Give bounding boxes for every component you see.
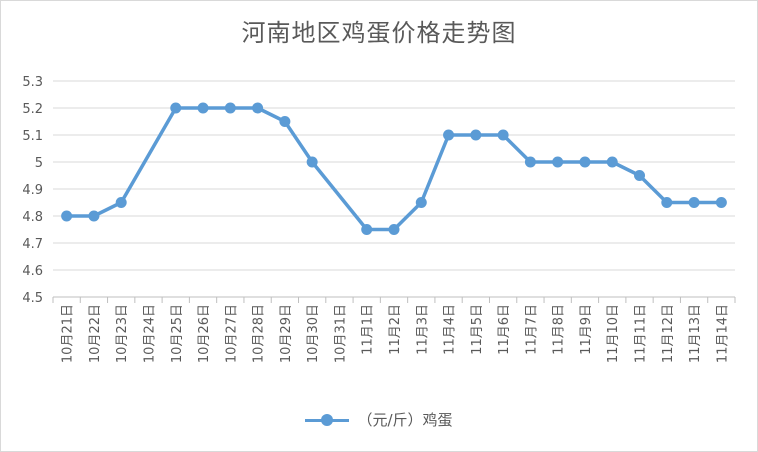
x-tick-label: 11月8日 <box>552 304 567 355</box>
data-point <box>252 102 264 114</box>
y-tick-label: 5.1 <box>22 129 43 144</box>
x-tick-label: 11月1日 <box>361 304 376 355</box>
data-point <box>115 197 127 208</box>
data-point <box>443 129 455 141</box>
data-point <box>524 156 536 168</box>
series-layer <box>61 102 727 235</box>
y-tick-label: 4.8 <box>22 210 43 225</box>
x-tick-label: 11月11日 <box>634 304 649 363</box>
legend-swatch <box>305 412 350 428</box>
data-point <box>388 224 400 235</box>
y-tick-label: 4.9 <box>22 183 43 198</box>
x-tick-label: 11月4日 <box>443 304 458 355</box>
y-tick-label: 5.3 <box>22 75 43 90</box>
x-tick-label: 11月7日 <box>524 304 539 355</box>
data-point <box>470 129 482 141</box>
line-chart: 4.54.64.74.84.955.15.25.3 10月21日 10月22日 10… <box>22 75 736 363</box>
data-point <box>579 156 591 168</box>
data-point <box>361 224 373 235</box>
x-tick-label: 10月22日 <box>88 304 103 363</box>
chart-title: 河南地区鸡蛋价格走势图 <box>241 19 517 47</box>
legend-label: （元/斤）鸡蛋 <box>357 411 453 429</box>
data-point <box>715 197 727 208</box>
x-tick-label: 11月3日 <box>415 304 430 355</box>
data-point <box>606 156 618 168</box>
data-point <box>552 156 564 168</box>
data-point <box>634 170 646 181</box>
data-point <box>688 197 700 208</box>
x-tick-label: 11月2日 <box>388 304 403 355</box>
data-point <box>88 210 100 222</box>
data-point <box>279 116 291 127</box>
y-tick-label: 4.5 <box>22 291 43 306</box>
data-point <box>497 129 509 141</box>
x-tick-label: 11月10日 <box>606 304 621 363</box>
x-tick-label: 10月21日 <box>61 304 76 363</box>
x-tick-label: 10月29日 <box>279 304 294 363</box>
data-point <box>661 197 673 208</box>
x-tick-label: 10月26日 <box>197 304 212 363</box>
grid-lines <box>53 80 735 271</box>
x-tick-label: 10月23日 <box>115 304 130 363</box>
y-axis-ticks: 4.5 4.6 4.7 4.8 4.9 5 5.1 5.2 5.3 <box>22 75 43 306</box>
data-point <box>197 102 209 114</box>
x-tick-label: 10月27日 <box>224 304 239 363</box>
x-tick-label: 10月31日 <box>333 304 348 363</box>
x-tick-label: 10月30日 <box>306 304 321 363</box>
data-point <box>306 156 318 168</box>
data-point <box>224 102 236 114</box>
y-tick-label: 5 <box>35 156 43 171</box>
y-tick-label: 4.7 <box>22 237 43 252</box>
x-axis: 10月21日 10月22日 10月23日 10月24日 10月25日 10月26日 10月2… <box>52 296 736 363</box>
data-point <box>61 210 73 222</box>
x-tick-label: 11月5日 <box>470 304 485 355</box>
x-tick-label: 10月25日 <box>170 304 185 363</box>
legend: （元/斤）鸡蛋 <box>1 409 757 430</box>
x-tick-label: 10月28日 <box>252 304 267 363</box>
x-tick-label: 10月24日 <box>142 304 157 363</box>
x-tick-label: 11月14日 <box>715 304 730 363</box>
x-tick-label: 11月13日 <box>688 304 703 363</box>
y-tick-label: 5.2 <box>22 102 43 117</box>
x-tick-label: 11月12日 <box>661 304 676 363</box>
series-line <box>66 106 722 232</box>
x-tick-label: 11月9日 <box>579 304 594 355</box>
data-point <box>415 197 427 208</box>
data-point <box>170 102 182 114</box>
y-tick-label: 4.6 <box>22 264 43 279</box>
x-tick-label: 11月6日 <box>497 304 512 355</box>
